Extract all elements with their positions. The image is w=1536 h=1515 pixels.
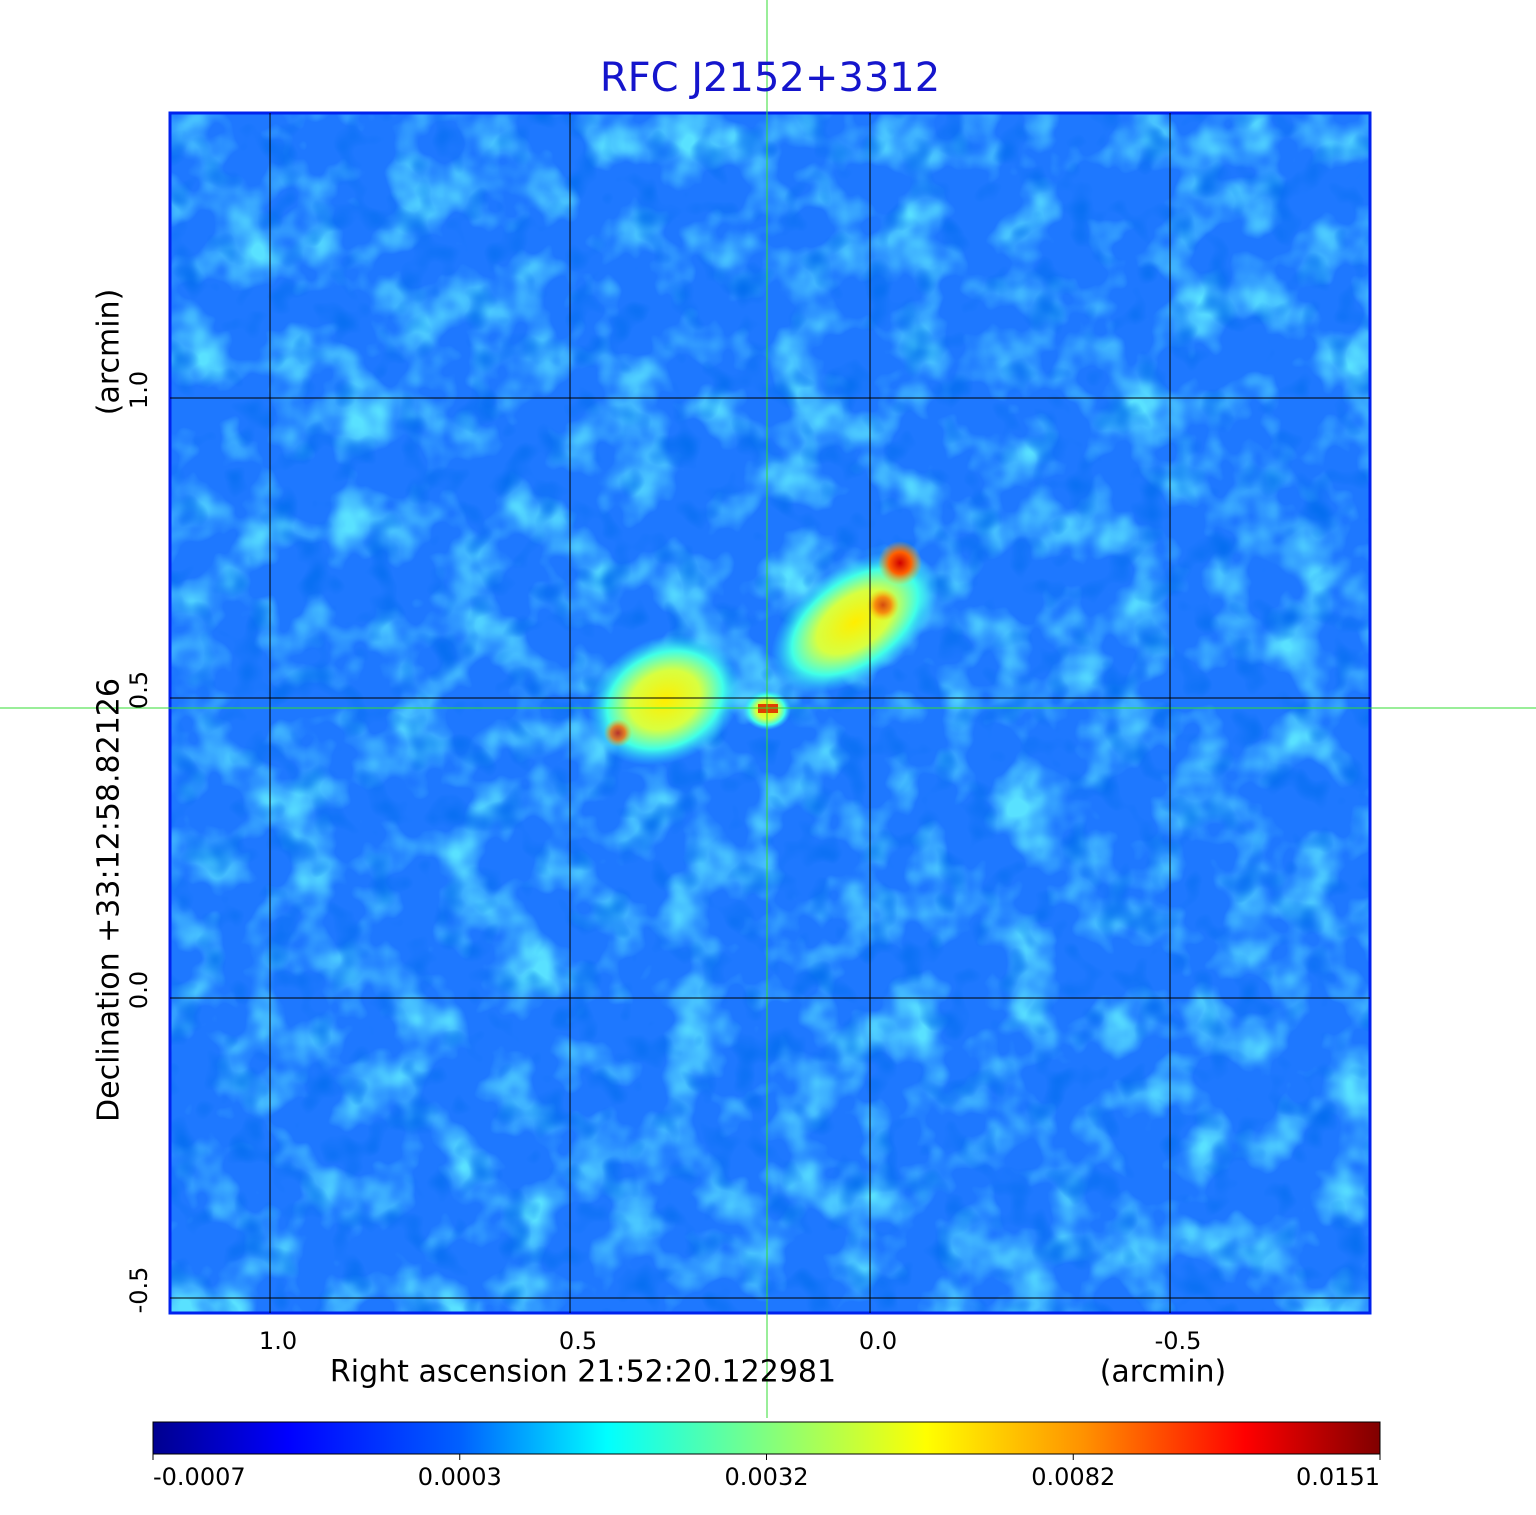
y-axis-unit: (arcmin) xyxy=(92,289,127,416)
x-tick-label: -0.5 xyxy=(1155,1327,1202,1355)
x-tick-label: 0.5 xyxy=(559,1327,597,1355)
y-axis-label: Declination +33:12:58.82126 xyxy=(92,678,127,1122)
colorbar-tick-label: 0.0151 xyxy=(1296,1463,1380,1491)
x-axis-unit: (arcmin) xyxy=(1100,1355,1227,1390)
plot-frame xyxy=(168,111,1372,1315)
y-tick-label: 0.0 xyxy=(125,971,153,1009)
y-tick-label: 0.5 xyxy=(125,671,153,709)
colorbar xyxy=(152,1421,1381,1455)
colorbar-tick-label: 0.0003 xyxy=(418,1463,502,1491)
y-tick-label: 1.0 xyxy=(125,371,153,409)
chart-title: RFC J2152+3312 xyxy=(600,55,940,101)
sky-image xyxy=(170,113,1370,1313)
x-tick-label: 0.0 xyxy=(859,1327,897,1355)
colorbar-tick-label: 0.0082 xyxy=(1031,1463,1115,1491)
y-tick-label: -0.5 xyxy=(125,1267,153,1314)
colorbar-tick-label: -0.0007 xyxy=(153,1463,246,1491)
x-tick-label: 1.0 xyxy=(259,1327,297,1355)
x-axis-label: Right ascension 21:52:20.122981 xyxy=(330,1355,836,1390)
colorbar-tick-label: 0.0032 xyxy=(725,1463,809,1491)
